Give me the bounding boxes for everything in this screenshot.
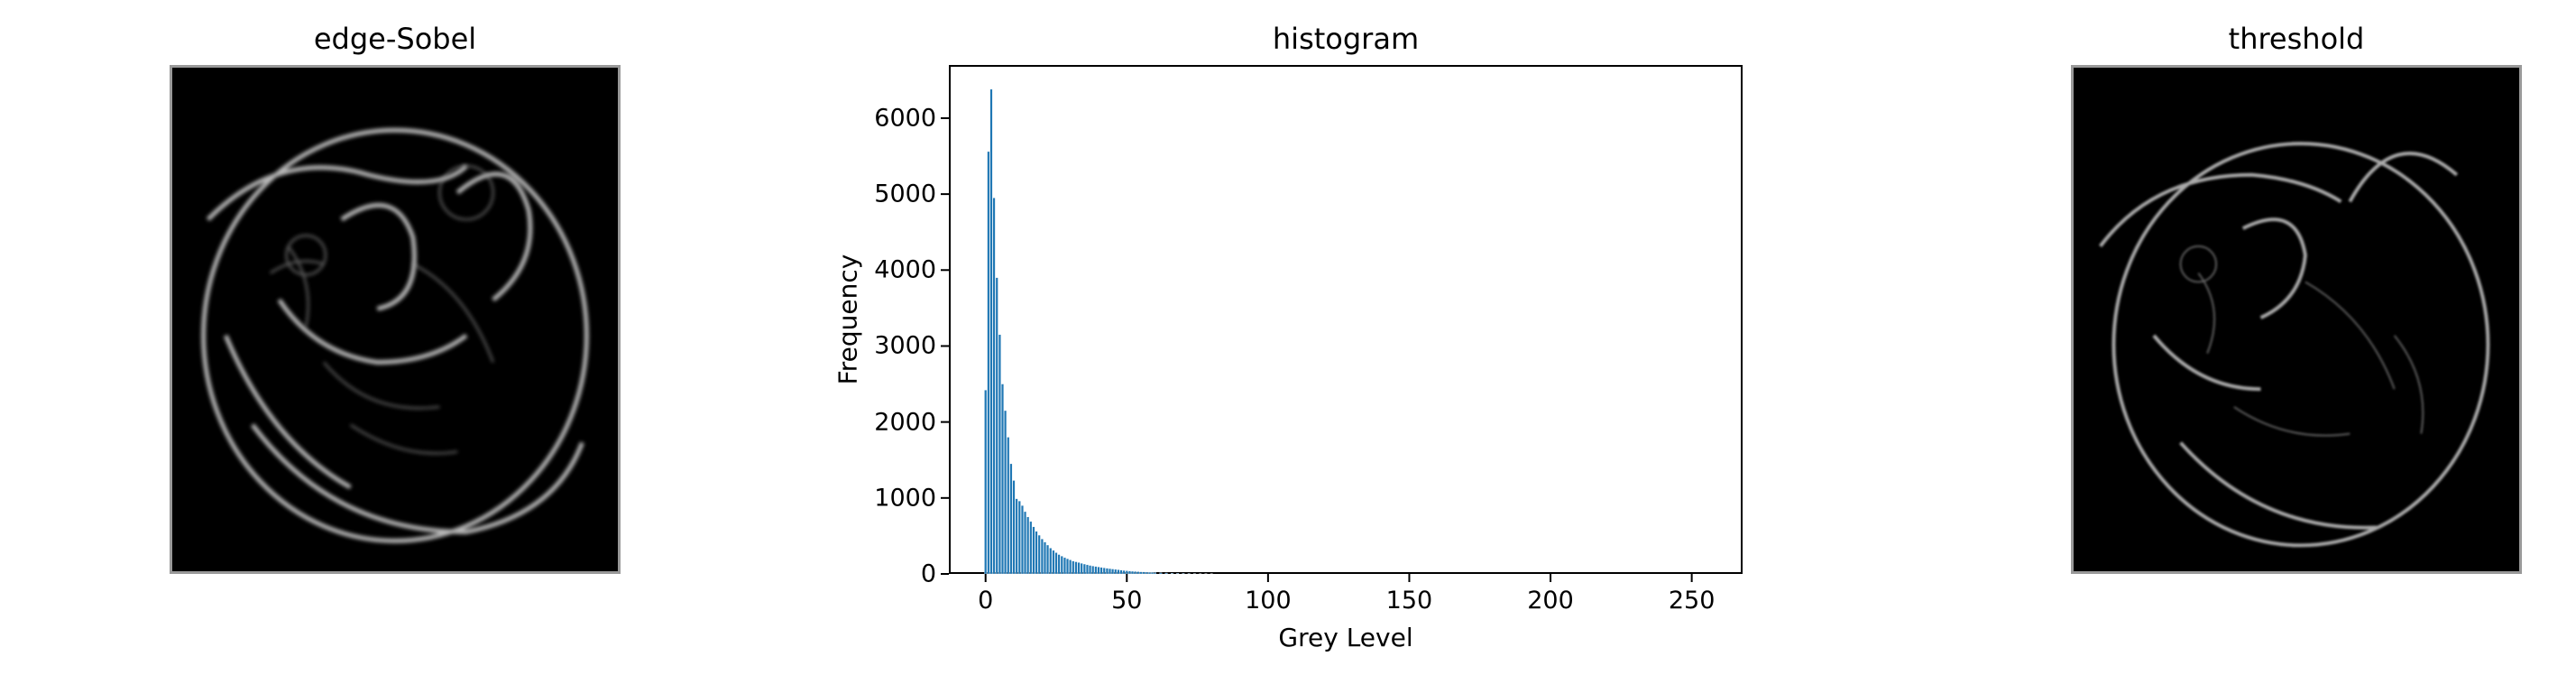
histogram-bar bbox=[1086, 564, 1089, 575]
histogram-bar bbox=[1131, 570, 1134, 575]
histogram-axes bbox=[949, 65, 1743, 574]
histogram-bar bbox=[984, 390, 988, 575]
histogram-bar bbox=[987, 151, 990, 575]
left-panel-title: edge-Sobel bbox=[313, 22, 477, 56]
histogram-bar bbox=[1012, 480, 1016, 575]
histogram-bar bbox=[1072, 560, 1075, 575]
histogram-bar bbox=[1052, 550, 1055, 575]
y-tick-label: 2000 bbox=[874, 408, 936, 437]
histogram-bar bbox=[1142, 571, 1145, 575]
histogram-bar bbox=[1099, 567, 1103, 575]
histogram-bar bbox=[1176, 573, 1180, 575]
histogram-bar bbox=[1024, 511, 1026, 575]
histogram-bar bbox=[1170, 573, 1173, 575]
histogram-bar bbox=[1004, 410, 1007, 575]
histogram-bar bbox=[1035, 531, 1038, 575]
histogram-bar bbox=[1060, 556, 1063, 575]
histogram-bar bbox=[1054, 552, 1058, 575]
histogram-bar bbox=[1125, 570, 1128, 575]
x-tick-label: 200 bbox=[1527, 587, 1574, 615]
histogram-bar bbox=[1154, 572, 1157, 575]
histogram-bar bbox=[1074, 561, 1078, 575]
histogram-bar bbox=[1187, 573, 1191, 575]
histogram-bar bbox=[1094, 566, 1098, 575]
y-tick-label: 5000 bbox=[874, 180, 936, 208]
histogram-bar bbox=[1089, 565, 1091, 575]
histogram-bar bbox=[1057, 554, 1061, 575]
histogram-bar bbox=[1082, 563, 1086, 575]
histogram-bar bbox=[1147, 571, 1151, 575]
histogram-bar bbox=[1102, 568, 1106, 575]
histogram-bar bbox=[1049, 548, 1053, 575]
x-tick-label: 150 bbox=[1385, 587, 1433, 615]
y-tick-label: 3000 bbox=[874, 331, 936, 360]
histogram-title: histogram bbox=[1272, 22, 1420, 56]
histogram-bar bbox=[1015, 498, 1018, 575]
histogram-bar bbox=[1026, 516, 1030, 575]
y-tick-label: 0 bbox=[920, 559, 936, 588]
histogram-bar bbox=[1159, 572, 1163, 575]
histogram-bar bbox=[1139, 571, 1143, 575]
histogram-bar bbox=[1009, 463, 1013, 575]
y-tick-label: 6000 bbox=[874, 104, 936, 133]
histogram-bar bbox=[1119, 569, 1123, 575]
histogram-bar bbox=[1145, 571, 1148, 575]
histogram-bar bbox=[1066, 559, 1069, 575]
histogram-bar bbox=[1044, 541, 1046, 575]
histogram-bar bbox=[1080, 563, 1083, 575]
histogram-bar bbox=[1040, 539, 1044, 575]
x-tick-label: 50 bbox=[1111, 587, 1143, 615]
histogram-bar bbox=[1069, 559, 1072, 575]
histogram-bar bbox=[1046, 544, 1050, 575]
y-tick-label: 1000 bbox=[874, 484, 936, 513]
histogram-bar bbox=[1128, 570, 1131, 575]
y-tick-label: 4000 bbox=[874, 255, 936, 284]
histogram-bar bbox=[1029, 521, 1033, 575]
histogram-bar bbox=[1134, 571, 1137, 575]
histogram-bar bbox=[1001, 384, 1004, 575]
histogram-bar bbox=[1111, 569, 1115, 575]
histogram-bar bbox=[998, 334, 1001, 575]
y-axis-label: Frequency bbox=[833, 254, 863, 385]
histogram-bar bbox=[989, 88, 993, 575]
histogram-bar bbox=[1105, 568, 1109, 575]
histogram-bar bbox=[1037, 534, 1041, 575]
histogram-bar bbox=[992, 198, 996, 575]
histogram-bar bbox=[995, 277, 998, 575]
histogram-bar bbox=[1164, 572, 1168, 575]
x-tick-label: 250 bbox=[1668, 587, 1716, 615]
histogram-bar bbox=[1063, 557, 1066, 575]
histogram-bar bbox=[1091, 566, 1095, 575]
edge-sobel-image bbox=[170, 65, 621, 574]
x-tick-label: 100 bbox=[1245, 587, 1292, 615]
histogram-bar bbox=[1151, 572, 1154, 575]
histogram-bar bbox=[1122, 569, 1126, 575]
histogram-bar bbox=[1077, 562, 1081, 575]
histogram-bar bbox=[1097, 567, 1100, 575]
histogram-bar bbox=[1017, 501, 1021, 575]
histogram-bar bbox=[1109, 568, 1111, 575]
histogram-bar bbox=[1136, 571, 1140, 575]
histogram-bar bbox=[1032, 526, 1035, 575]
right-panel-title: threshold bbox=[2228, 22, 2365, 56]
x-axis-label: Grey Level bbox=[1278, 623, 1413, 652]
x-tick-label: 0 bbox=[978, 587, 994, 615]
histogram-bar bbox=[1007, 437, 1010, 575]
threshold-image bbox=[2071, 65, 2522, 574]
histogram-bar bbox=[1182, 573, 1185, 575]
histogram-bar bbox=[1117, 569, 1120, 575]
histogram-bar bbox=[1114, 569, 1118, 575]
histogram-bar bbox=[1021, 505, 1024, 575]
